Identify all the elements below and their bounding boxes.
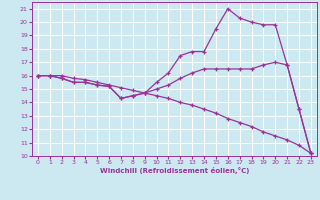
X-axis label: Windchill (Refroidissement éolien,°C): Windchill (Refroidissement éolien,°C) xyxy=(100,167,249,174)
